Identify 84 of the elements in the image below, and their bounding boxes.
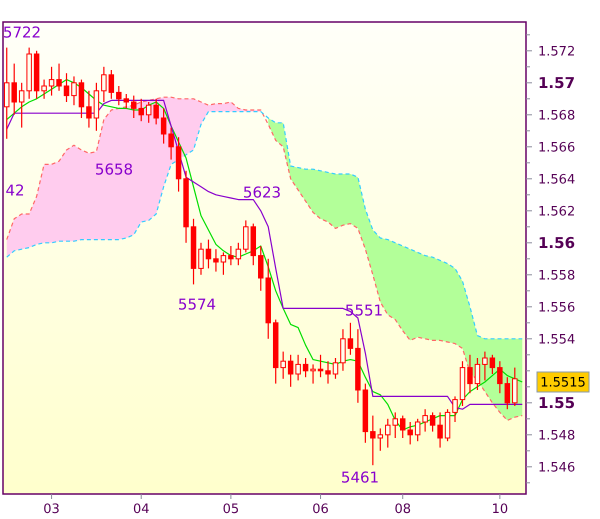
candlestick: [348, 322, 354, 356]
candlestick: [243, 220, 249, 253]
candlestick: [400, 415, 406, 439]
candlestick: [325, 360, 331, 384]
candlestick: [310, 364, 316, 384]
candlestick: [124, 93, 130, 109]
y-tick-label: 1.56: [538, 234, 576, 252]
candlestick: [340, 328, 346, 372]
candlestick: [302, 357, 308, 378]
candlestick: [108, 69, 114, 100]
candlestick: [206, 239, 212, 269]
candlestick: [236, 242, 242, 266]
candlestick: [168, 127, 174, 160]
candlestick: [392, 412, 398, 439]
candlestick: [490, 354, 496, 375]
candlestick: [11, 63, 17, 116]
x-tick-label: 05: [222, 502, 240, 517]
candlestick: [318, 354, 324, 378]
y-tick-label: 1.564: [538, 172, 576, 188]
candlestick: [452, 396, 458, 423]
candlestick: [474, 357, 480, 391]
candlestick: [198, 242, 204, 276]
candlestick: [378, 428, 384, 452]
annotation: 5623: [242, 183, 282, 202]
candlestick: [437, 412, 443, 448]
candlestick: [295, 354, 301, 381]
candlestick: [18, 82, 24, 128]
candlestick: [385, 418, 391, 448]
annotation: 5722: [2, 23, 42, 42]
candlestick: [370, 415, 376, 466]
candlestick: [56, 63, 62, 92]
annotation: 5461: [340, 468, 380, 486]
y-tick-label: 1.57: [538, 74, 576, 92]
y-tick-label: 1.556: [538, 300, 576, 316]
candlestick: [101, 66, 107, 103]
candlestick: [504, 376, 510, 410]
candlestick: [41, 79, 47, 100]
candlestick: [64, 72, 70, 103]
candlestick: [422, 408, 428, 432]
y-tick-label: 1.55: [538, 394, 576, 412]
y-tick-label: 1.554: [538, 332, 576, 348]
x-tick-label: 06: [312, 502, 329, 517]
candlestick: [48, 66, 54, 96]
y-tick-label: 1.548: [538, 428, 576, 444]
x-tick-label: 10: [492, 502, 508, 517]
candlestick: [280, 351, 286, 380]
annotation: 5551: [344, 301, 384, 320]
annotation: 5574: [178, 295, 216, 314]
candlestick: [146, 101, 152, 124]
candlestick: [213, 248, 219, 272]
candlestick: [430, 412, 436, 432]
annotation: 5658: [94, 160, 134, 178]
candlestick: [4, 47, 10, 140]
y-tick-label: 1.562: [538, 204, 576, 220]
candlestick: [482, 351, 488, 381]
candlestick: [467, 354, 473, 394]
candlestick: [414, 418, 420, 442]
y-tick-label: 1.558: [538, 268, 576, 284]
y-tick-label: 1.568: [538, 108, 576, 124]
candlestick: [497, 360, 503, 394]
candlestick: [220, 252, 226, 276]
y-tick-label: 1.566: [538, 140, 576, 156]
candlestick: [131, 95, 136, 119]
candlestick: [332, 357, 338, 380]
candlestick: [153, 98, 159, 125]
annotation: 42: [5, 181, 25, 200]
candlestick: [512, 367, 518, 407]
candlestick: [71, 76, 77, 106]
line-series: [6, 111, 523, 340]
x-tick-label: 04: [132, 502, 150, 517]
y-tick-label: 1.572: [538, 44, 576, 60]
x-tick-label: 03: [43, 502, 60, 517]
text: 1.5515: [540, 376, 586, 391]
candlestick: [116, 85, 122, 106]
candlestick: [160, 108, 166, 144]
x-tick-label: 08: [394, 502, 411, 517]
candlestick: [407, 421, 413, 445]
candlestick: [228, 245, 234, 266]
candlestick: [138, 98, 144, 122]
y-tick-label: 1.546: [538, 460, 576, 476]
candlestick: [78, 79, 84, 119]
candlestick: [86, 90, 92, 128]
candlestick: [258, 245, 264, 292]
candlestick: [288, 354, 294, 388]
